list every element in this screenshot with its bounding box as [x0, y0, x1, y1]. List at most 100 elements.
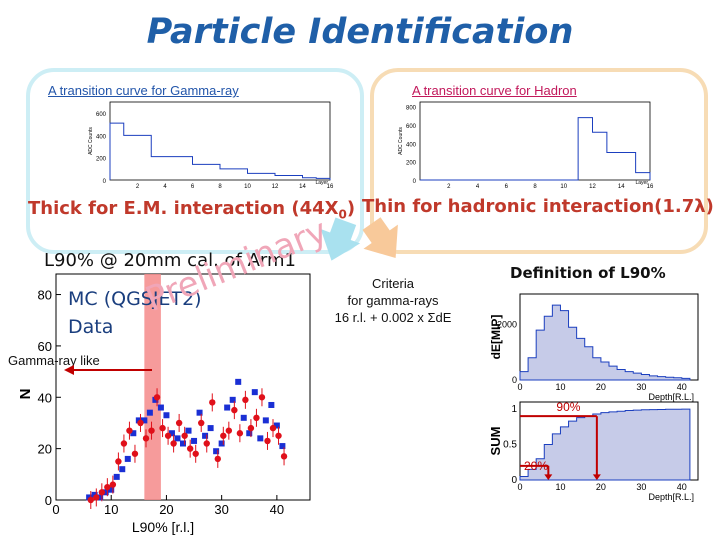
histogram-line — [420, 117, 651, 181]
y-tick-label: 600 — [406, 124, 417, 130]
mc-point — [268, 401, 275, 408]
mc-point — [119, 466, 126, 473]
data-point — [225, 427, 233, 434]
definition-heading: Definition of L90% — [510, 264, 666, 282]
twenty-percent-label: 20% — [524, 459, 548, 473]
data-point — [275, 432, 282, 439]
data-point — [131, 450, 139, 457]
data-point — [159, 424, 166, 432]
x-tick-label: 10 — [104, 502, 118, 517]
data-point — [203, 440, 210, 447]
histogram-line — [109, 122, 331, 180]
y-axis-label: N — [20, 389, 34, 400]
gamma-transition-chart: 600 400 200 0 2 4 6 8 10 12 14 16 ADC Counts Layer — [88, 101, 334, 190]
mc-point — [163, 412, 170, 419]
mc-point — [262, 417, 269, 424]
data-point — [280, 453, 288, 460]
data-point — [120, 440, 128, 447]
x-tick-label: 6 — [191, 184, 195, 190]
x-tick-label: 14 — [299, 184, 306, 190]
mc-point — [97, 494, 104, 501]
data-point — [269, 424, 277, 432]
arrow-down-icon — [592, 474, 601, 480]
data-point — [148, 427, 155, 434]
data-point — [87, 496, 94, 504]
mc-point — [168, 430, 175, 437]
mc-point — [279, 443, 286, 450]
x-tick-label: 6 — [505, 184, 509, 190]
x-axis-label: Depth[R.L.] — [648, 392, 694, 402]
gamma-selection-band — [144, 274, 161, 500]
y-axis-label: ADC Counts — [88, 127, 94, 155]
mc-point — [191, 437, 198, 444]
data-legend-label: Data — [68, 316, 114, 338]
gamma-caption: A transition curve for Gamma-ray — [48, 83, 239, 98]
data-point — [209, 399, 216, 406]
x-tick-label: 40 — [677, 382, 687, 392]
x-tick-label: 20 — [159, 502, 173, 517]
thin-label: Thin for hadronic interaction(1.7λ) — [362, 196, 714, 217]
y-tick-label: 400 — [406, 142, 417, 148]
de-histogram — [519, 304, 691, 381]
orange-arrow-icon — [362, 217, 398, 259]
x-tick-label: 10 — [560, 184, 567, 190]
x-tick-label: 8 — [218, 184, 222, 190]
data-point — [220, 432, 227, 439]
data-point — [181, 432, 188, 439]
page-title: Particle Identification — [146, 12, 574, 52]
y-tick-label: 20 — [38, 442, 52, 457]
data-point — [214, 455, 221, 463]
y-tick-label: 80 — [38, 288, 52, 303]
mc-point — [235, 378, 242, 385]
y-tick-label: 40 — [38, 390, 52, 405]
y-axis-label: ADC Counts — [398, 127, 404, 155]
x-axis-label: Layer — [315, 180, 328, 186]
x-tick-label: 20 — [596, 482, 606, 492]
mc-point — [130, 430, 137, 437]
y-tick-label: 0 — [413, 179, 417, 185]
data-point — [192, 450, 199, 457]
arrow-left-icon — [64, 365, 74, 375]
y-tick-label: 600 — [96, 112, 107, 118]
x-tick-label: 4 — [476, 184, 480, 190]
y-tick-label: 0 — [511, 475, 517, 486]
mc-point — [257, 435, 264, 442]
y-tick-label: 400 — [96, 134, 107, 140]
data-point — [98, 489, 106, 496]
x-tick-label: 12 — [589, 184, 596, 190]
plot-frame — [109, 101, 331, 181]
plot-frame — [419, 101, 651, 181]
x-tick-label: 2 — [136, 184, 140, 190]
y-tick-label: 2000 — [497, 320, 517, 330]
data-point — [126, 427, 133, 434]
mc-point — [273, 422, 280, 429]
x-tick-label: 40 — [677, 482, 687, 492]
x-tick-label: 16 — [327, 184, 334, 190]
x-tick-label: 0 — [517, 382, 522, 392]
data-point — [186, 445, 194, 452]
data-point — [175, 419, 183, 427]
mc-point — [157, 404, 164, 411]
x-tick-label: 0 — [52, 502, 59, 517]
mc-point — [224, 404, 231, 411]
x-tick-label: 0 — [517, 482, 522, 492]
panel-arrows — [320, 217, 398, 261]
data-point — [264, 437, 271, 445]
mc-legend-label: MC (QGSJET2) — [68, 288, 202, 310]
x-tick-label: 14 — [618, 184, 625, 190]
x-tick-label: 12 — [272, 184, 279, 190]
data-point — [104, 483, 111, 491]
x-axis-label: Layer — [635, 180, 648, 186]
criteria-line1: Criteria — [372, 276, 414, 291]
y-tick-label: 200 — [96, 157, 107, 163]
mc-point — [185, 427, 192, 434]
x-tick-label: 10 — [244, 184, 251, 190]
data-point — [137, 419, 144, 427]
mc-point — [218, 440, 225, 447]
mc-point — [213, 448, 220, 455]
gamma-like-label: Gamma-ray like — [8, 353, 100, 368]
criteria-text: Criteria for gamma-rays 16 r.l. + 0.002 … — [318, 275, 468, 326]
arrow-down-icon — [544, 474, 553, 480]
mc-point — [196, 409, 203, 416]
y-tick-label: 200 — [406, 161, 417, 167]
